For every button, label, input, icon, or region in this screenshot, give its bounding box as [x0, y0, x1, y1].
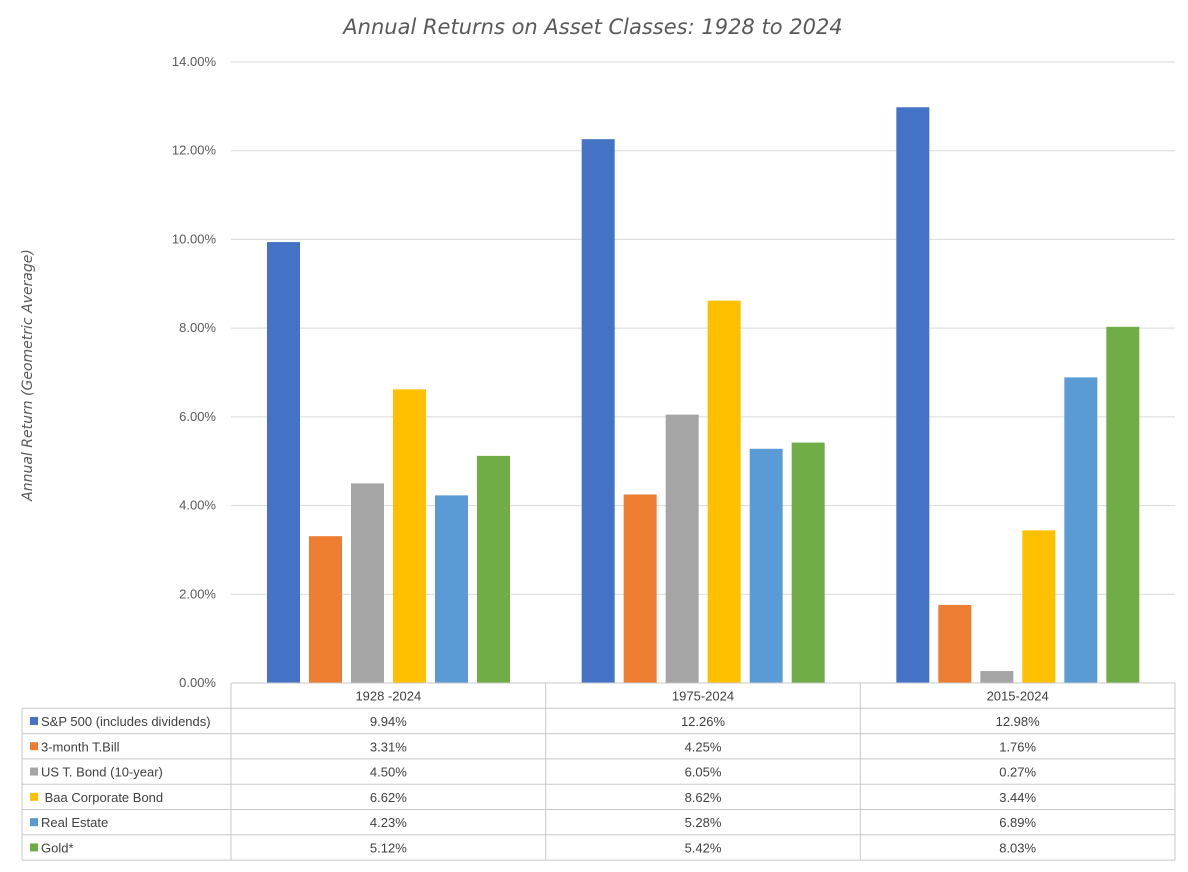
- chart-title: Annual Returns on Asset Classes: 1928 to…: [341, 15, 842, 39]
- y-tick-label: 8.00%: [179, 320, 216, 335]
- legend-series-name: Gold*: [41, 840, 74, 855]
- bar: [1106, 326, 1140, 683]
- data-value-label: 5.12%: [370, 840, 407, 855]
- legend-swatch: [30, 767, 38, 776]
- bar: [581, 139, 615, 684]
- data-value-label: 12.26%: [681, 714, 726, 729]
- bar: [749, 448, 783, 683]
- bar: [896, 107, 930, 684]
- y-tick-label: 6.00%: [179, 409, 216, 424]
- x-category-label: 1928 -2024: [355, 689, 421, 704]
- bar: [1064, 377, 1098, 683]
- data-value-label: 3.44%: [999, 790, 1036, 805]
- bar: [477, 455, 510, 683]
- bar: [351, 483, 384, 683]
- legend-series-name: S&P 500 (includes dividends): [41, 714, 211, 729]
- data-value-label: 8.62%: [685, 790, 722, 805]
- data-value-label: 5.42%: [685, 840, 722, 855]
- data-table: 1928 -2024 1975-2024 2015-2024 S&P 500 (inc…: [21, 682, 1176, 861]
- legend-swatch: [30, 716, 38, 725]
- bar: [707, 300, 741, 683]
- data-value-label: 0.27%: [999, 765, 1036, 780]
- bar: [435, 495, 468, 683]
- x-category-label: 1975-2024: [672, 689, 734, 704]
- x-category-label: 2015-2024: [987, 689, 1049, 704]
- data-value-label: 6.89%: [999, 815, 1036, 830]
- y-tick-label: 0.00%: [179, 675, 216, 690]
- bar: [267, 242, 300, 683]
- data-value-label: 3.31%: [370, 739, 407, 754]
- legend-swatch: [30, 792, 38, 801]
- grid-lines: [231, 61, 1175, 595]
- data-value-label: 4.23%: [370, 815, 407, 830]
- y-tick-label: 10.00%: [172, 231, 217, 246]
- data-value-label: 9.94%: [370, 714, 407, 729]
- bars: [267, 107, 1140, 684]
- legend-series-name: US T. Bond (10-year): [41, 765, 163, 780]
- data-value-label: 8.03%: [999, 840, 1036, 855]
- legend-swatch: [30, 843, 38, 852]
- bar: [309, 536, 342, 683]
- bar: [980, 671, 1014, 683]
- legend-swatch: [30, 818, 38, 827]
- bar: [665, 414, 699, 683]
- y-axis-ticks: 0.00% 2.00% 4.00% 6.00% 8.00% 10.00% 12.00% 14.…: [172, 54, 217, 690]
- data-value-label: 1.76%: [999, 739, 1036, 754]
- legend-swatch: [30, 742, 38, 751]
- legend-series-name: Real Estate: [41, 815, 108, 830]
- y-tick-label: 12.00%: [172, 143, 217, 158]
- bar: [393, 389, 426, 683]
- data-value-label: 6.05%: [685, 765, 722, 780]
- bar: [938, 604, 972, 683]
- data-value-label: 4.50%: [370, 765, 407, 780]
- bar: [1022, 530, 1056, 683]
- data-value-label: 4.25%: [685, 739, 722, 754]
- bar: [791, 442, 825, 683]
- y-axis-label: Annual Return (Geometric Average): [20, 249, 36, 502]
- data-value-label: 12.98%: [996, 714, 1041, 729]
- y-tick-label: 14.00%: [172, 54, 217, 69]
- bar: [623, 494, 657, 683]
- data-value-label: 5.28%: [685, 815, 722, 830]
- legend-series-name: Baa Corporate Bond: [41, 790, 163, 805]
- y-tick-label: 4.00%: [179, 498, 216, 513]
- data-value-label: 6.62%: [370, 790, 407, 805]
- legend-series-name: 3-month T.Bill: [41, 739, 120, 754]
- y-tick-label: 2.00%: [179, 586, 216, 601]
